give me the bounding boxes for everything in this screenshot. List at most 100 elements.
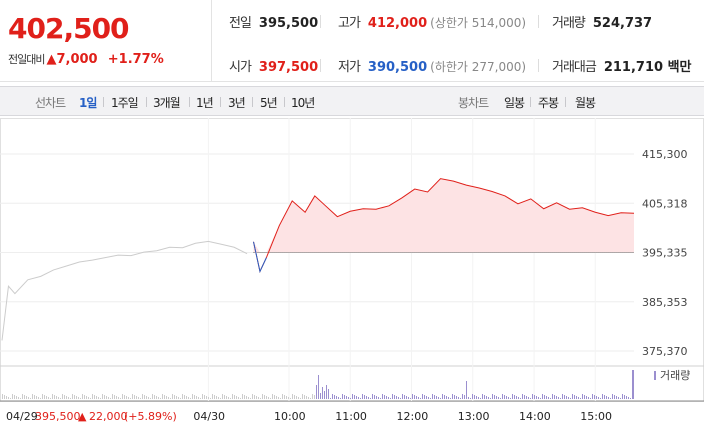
volume-bar — [266, 396, 267, 399]
volume-bar — [566, 396, 567, 399]
volume-bar — [20, 398, 21, 399]
volume-bar — [72, 394, 73, 399]
volume-bar — [374, 395, 375, 399]
tab-3-year[interactable]: 3년 — [228, 96, 246, 110]
x-axis-labels: 04/30 10:00 11:00 12:00 13:00 14:00 15:00 — [193, 410, 612, 423]
volume-bar — [356, 396, 357, 399]
volume-bar — [480, 398, 481, 399]
change-percent: +1.77% — [107, 52, 164, 67]
volume-bar — [318, 375, 319, 399]
volume-bar — [316, 385, 317, 399]
volume-bar — [600, 398, 601, 399]
volume-bar — [178, 397, 179, 399]
x-tick-label: 12:00 — [397, 410, 429, 423]
volume-bar — [120, 398, 121, 399]
x-tick-label: 11:00 — [335, 410, 367, 423]
volume-bar — [366, 396, 367, 399]
volume-bar — [98, 397, 99, 399]
volume-bar — [232, 394, 233, 399]
volume-bar — [200, 398, 201, 399]
quote-summary: 402,500 전일대비 ▲7,000 +1.77% 전일 395,500 고가 41… — [0, 0, 704, 82]
volume-bar — [470, 398, 471, 399]
volume-bar — [64, 395, 65, 399]
tab-monthly-candle[interactable]: 월봉 — [575, 96, 596, 110]
volume-bar — [256, 396, 257, 399]
volume-bar — [22, 394, 23, 399]
today-price-line — [253, 178, 635, 273]
volume-bar — [296, 396, 297, 399]
current-price: 402,500 — [8, 12, 130, 45]
volume-bar — [112, 394, 113, 399]
volume-bar — [468, 397, 469, 399]
volume-bar — [612, 394, 613, 399]
volume-bar — [376, 396, 377, 399]
tab-3-month[interactable]: 3개월 — [153, 96, 181, 110]
volume-bar — [364, 395, 365, 399]
volume-bar — [620, 398, 621, 399]
volume-bar — [344, 395, 345, 399]
volume-bar — [326, 385, 327, 399]
volume-bar — [238, 397, 239, 399]
volume-bar — [524, 395, 525, 399]
tab-1-day[interactable]: 1일 — [79, 96, 97, 110]
volume-bar — [504, 395, 505, 399]
volume-bar — [218, 397, 219, 399]
volume-bar — [348, 397, 349, 399]
volume-bar — [170, 398, 171, 399]
volume-bar — [614, 395, 615, 399]
volume-bar — [574, 395, 575, 399]
tab-1-year[interactable]: 1년 — [196, 96, 214, 110]
volume-bar — [340, 398, 341, 399]
volume-bar — [588, 397, 589, 399]
volume-bar — [338, 397, 339, 399]
volume-bar — [478, 397, 479, 399]
volume-bar — [372, 394, 373, 399]
volume-bar — [146, 396, 147, 399]
volume-bar — [252, 394, 253, 399]
volume-bar — [254, 395, 255, 399]
chart-frame — [0, 118, 704, 402]
volume-bar — [44, 395, 45, 399]
volume-bar — [578, 397, 579, 399]
volume-bar — [548, 397, 549, 399]
candle-chart-label: 봉차트 — [458, 96, 489, 110]
up-arrow-icon: ▲ — [46, 52, 57, 67]
volume-bar — [156, 396, 157, 399]
volume-bar — [138, 397, 139, 399]
volume-bar — [552, 394, 553, 399]
stat-volume: 거래량 524,737 — [552, 16, 653, 31]
volume-bar — [96, 396, 97, 399]
volume-bar — [350, 398, 351, 399]
x-tick-label: 14:00 — [519, 410, 551, 423]
volume-bar — [308, 397, 309, 399]
volume-bar — [70, 398, 71, 399]
tab-5-year[interactable]: 5년 — [260, 96, 278, 110]
volume-bar — [440, 398, 441, 399]
change-row: 전일대비 ▲7,000 +1.77% — [8, 51, 164, 67]
volume-bar — [162, 394, 163, 399]
stat-low: 저가 390,500 (하한가 277,000) — [338, 60, 527, 75]
volume-bar — [438, 397, 439, 399]
volume-bar — [596, 396, 597, 399]
volume-bar — [92, 394, 93, 399]
tab-10-year[interactable]: 10년 — [291, 96, 315, 110]
volume-bar — [28, 397, 29, 399]
tab-daily-candle[interactable]: 일봉 — [504, 96, 525, 110]
volume-bar — [144, 395, 145, 399]
volume-bar — [418, 397, 419, 399]
volume-bar — [618, 397, 619, 399]
volume-bar — [132, 394, 133, 399]
volume-bar — [50, 398, 51, 399]
volume-bar — [484, 395, 485, 399]
volume-bar — [274, 395, 275, 399]
volume-bar — [174, 395, 175, 399]
volume-bar — [454, 395, 455, 399]
volume-bar — [414, 395, 415, 399]
volume-bar — [460, 398, 461, 399]
volume-bar — [240, 398, 241, 399]
y-tick-label: 415,300 — [642, 148, 688, 161]
volume-bar — [550, 398, 551, 399]
tab-1-week[interactable]: 1주일 — [111, 96, 139, 110]
volume-bar — [292, 394, 293, 399]
tab-weekly-candle[interactable]: 주봉 — [538, 96, 559, 110]
